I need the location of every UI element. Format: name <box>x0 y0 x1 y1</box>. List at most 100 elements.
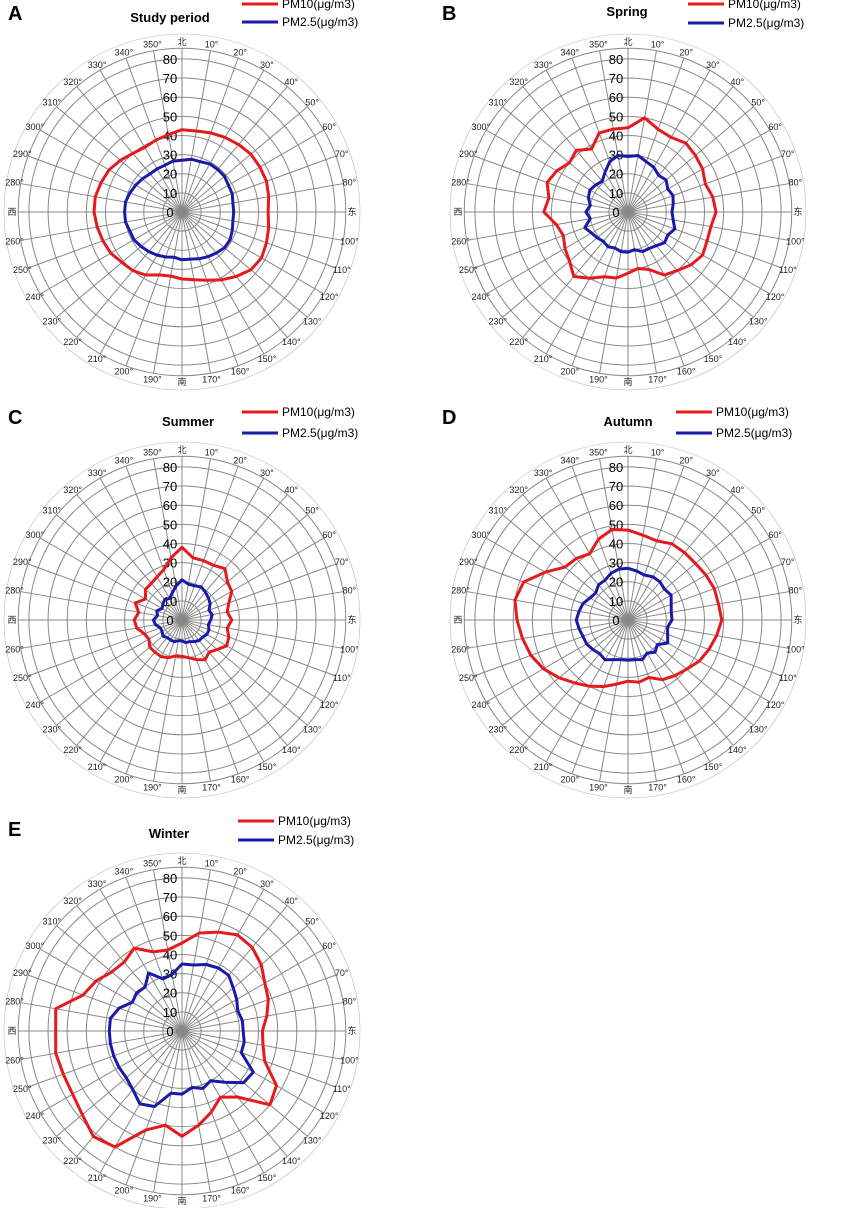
legend-label-pm25: PM2.5(μg/m3) <box>728 16 804 30</box>
grid-spoke <box>627 86 734 213</box>
angle-label: 300° <box>471 530 490 540</box>
grid-spoke <box>181 211 325 295</box>
panel-letter: E <box>8 819 21 841</box>
legend-label-pm10: PM10(μg/m3) <box>278 814 351 828</box>
legend-label-pm10: PM10(μg/m3) <box>282 405 355 419</box>
grid-spoke <box>39 537 183 621</box>
angle-label: 40° <box>730 77 744 87</box>
angle-label: 70° <box>781 149 795 159</box>
grid-spoke <box>627 619 734 746</box>
direction-label-north: 北 <box>177 445 186 455</box>
grid-spoke <box>20 591 183 621</box>
angle-label: 140° <box>728 745 747 755</box>
grid-spoke <box>627 211 711 355</box>
grid-spoke <box>99 69 183 213</box>
angle-label: 320° <box>63 485 82 495</box>
angle-label: 120° <box>766 292 785 302</box>
angle-label: 250° <box>459 673 478 683</box>
angle-label: 320° <box>509 77 528 87</box>
angle-label: 190° <box>589 374 608 384</box>
grid-spoke <box>466 591 629 621</box>
grid-spoke <box>99 888 183 1032</box>
radial-tick-label: 50 <box>163 517 177 532</box>
angle-label: 120° <box>320 292 339 302</box>
grid-spoke <box>627 619 754 726</box>
angle-label: 250° <box>13 1084 32 1094</box>
angle-label: 60° <box>768 122 782 132</box>
angle-label: 210° <box>88 1173 107 1183</box>
grid-spoke <box>571 57 629 213</box>
grid-spoke <box>599 458 629 621</box>
angle-label: 320° <box>63 77 82 87</box>
angle-label: 160° <box>231 1186 250 1196</box>
grid-spoke <box>125 57 183 213</box>
angle-label: 170° <box>202 1193 221 1203</box>
radial-tick-label: 40 <box>163 536 177 551</box>
panel-letter: C <box>8 407 22 429</box>
legend-label-pm10: PM10(μg/m3) <box>282 0 355 11</box>
angle-label: 60° <box>322 941 336 951</box>
grid-spoke <box>181 925 308 1032</box>
angle-label: 20° <box>233 455 247 465</box>
angle-label: 220° <box>63 1156 82 1166</box>
grid-spoke <box>545 211 629 355</box>
radial-tick-label: 20 <box>163 167 177 182</box>
grid-spoke <box>181 86 288 213</box>
radial-tick-label: 0 <box>612 613 619 628</box>
angle-label: 210° <box>88 762 107 772</box>
grid-spoke <box>181 974 337 1032</box>
radial-tick-label: 70 <box>163 890 177 905</box>
grid-spoke <box>627 563 783 621</box>
grid-spoke <box>20 1002 183 1032</box>
grid-spoke <box>99 211 183 355</box>
angle-label: 220° <box>63 745 82 755</box>
chart-title: Spring <box>606 4 647 19</box>
angle-label: 50° <box>305 506 319 516</box>
grid-spoke <box>181 1002 344 1032</box>
grid-spoke <box>571 465 629 621</box>
angle-label: 190° <box>143 782 162 792</box>
chart-title: Winter <box>149 826 189 841</box>
grid-spoke <box>473 211 629 269</box>
angle-label: 30° <box>706 468 720 478</box>
angle-label: 190° <box>143 374 162 384</box>
radial-tick-label: 50 <box>163 109 177 124</box>
grid-spoke <box>27 974 183 1032</box>
grid-spoke <box>20 211 183 241</box>
radial-tick-label: 80 <box>609 460 623 475</box>
grid-spoke <box>571 211 629 367</box>
grid-spoke <box>627 458 657 621</box>
angle-label: 260° <box>451 237 470 247</box>
grid-spoke <box>20 1030 183 1060</box>
angle-label: 70° <box>335 968 349 978</box>
grid-spoke <box>545 69 629 213</box>
pm10-series-line <box>513 528 724 688</box>
grid-spoke <box>181 211 265 355</box>
radial-tick-label: 60 <box>163 90 177 105</box>
grid-spoke <box>627 106 754 213</box>
angle-label: 310° <box>42 506 61 516</box>
angle-label: 140° <box>282 337 301 347</box>
angle-label: 140° <box>282 1156 301 1166</box>
angle-label: 120° <box>320 1111 339 1121</box>
grid-spoke <box>181 514 308 621</box>
panel-letter: B <box>442 3 456 25</box>
direction-label-east: 东 <box>347 1025 356 1036</box>
grid-spoke <box>627 211 734 338</box>
angle-label: 10° <box>205 448 219 458</box>
angle-label: 60° <box>322 122 336 132</box>
outer-ring <box>449 33 807 391</box>
panel-letter: D <box>442 407 456 429</box>
angle-label: 160° <box>231 775 250 785</box>
angle-label: 290° <box>13 557 32 567</box>
grid-spoke <box>181 1030 337 1088</box>
pm25-series-line <box>151 578 214 645</box>
angle-label: 350° <box>589 40 608 50</box>
grid-spoke <box>39 948 183 1032</box>
angle-label: 280° <box>5 996 24 1006</box>
radial-tick-label: 20 <box>609 575 623 590</box>
angle-label: 10° <box>651 40 665 50</box>
radar-panel-c: C SummerPM10(μg/m3)PM2.5(μg/m3)0102030405… <box>3 405 361 799</box>
grid-spoke <box>627 69 711 213</box>
radial-tick-label: 10 <box>163 594 177 609</box>
